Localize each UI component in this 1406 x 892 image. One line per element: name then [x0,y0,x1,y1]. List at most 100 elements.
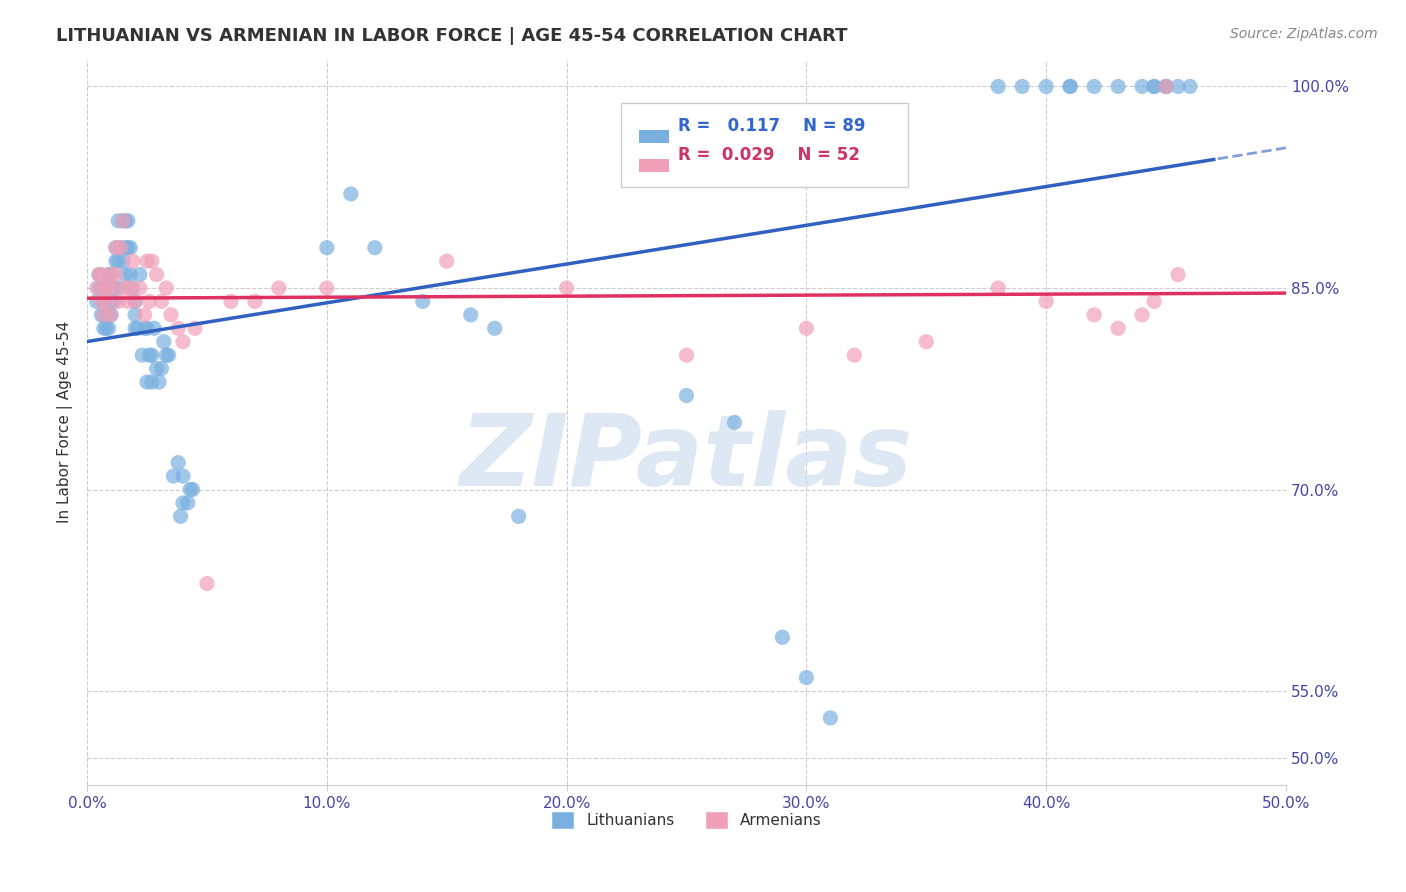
Armenians [141,254,163,268]
Lithuanians [460,308,482,322]
Armenians [103,281,125,295]
Armenians [555,281,578,295]
Armenians [117,294,139,309]
Text: Source: ZipAtlas.com: Source: ZipAtlas.com [1230,27,1378,41]
Lithuanians [157,348,180,362]
Armenians [1154,79,1177,94]
Lithuanians [100,268,122,282]
Lithuanians [104,254,127,268]
Lithuanians [131,348,153,362]
Lithuanians [796,671,818,685]
Lithuanians [107,254,129,268]
Lithuanians [127,321,149,335]
Lithuanians [1167,79,1189,94]
Lithuanians [1154,79,1177,94]
Armenians [1167,268,1189,282]
Lithuanians [107,281,129,295]
FancyBboxPatch shape [638,130,668,143]
Lithuanians [1130,79,1153,94]
Lithuanians [181,483,204,497]
Armenians [219,294,242,309]
Armenians [100,268,122,282]
Armenians [128,281,150,295]
Lithuanians [114,268,136,282]
Lithuanians [110,241,132,255]
Armenians [243,294,266,309]
Armenians [1143,294,1166,309]
Lithuanians [97,308,120,322]
Lithuanians [112,254,135,268]
Armenians [145,268,167,282]
Lithuanians [148,375,170,389]
Lithuanians [86,294,108,309]
Lithuanians [820,711,842,725]
Lithuanians [96,321,118,335]
Lithuanians [100,294,122,309]
Lithuanians [1011,79,1033,94]
Lithuanians [103,294,125,309]
Text: R =  0.029    N = 52: R = 0.029 N = 52 [678,146,860,164]
Lithuanians [93,308,115,322]
Lithuanians [87,281,110,295]
Lithuanians [172,496,194,510]
Lithuanians [145,361,167,376]
Lithuanians [723,415,745,429]
Armenians [436,254,458,268]
Lithuanians [1143,79,1166,94]
Armenians [112,214,135,228]
Text: R =   0.117    N = 89: R = 0.117 N = 89 [678,118,866,136]
Lithuanians [120,241,142,255]
Lithuanians [120,268,142,282]
FancyBboxPatch shape [620,103,908,186]
Lithuanians [1035,79,1057,94]
Lithuanians [112,214,135,228]
Lithuanians [97,321,120,335]
Lithuanians [169,509,191,524]
Armenians [121,254,143,268]
Armenians [136,254,159,268]
Lithuanians [177,496,200,510]
Armenians [1083,308,1105,322]
Armenians [107,294,129,309]
Lithuanians [136,321,159,335]
Armenians [844,348,866,362]
Armenians [87,268,110,282]
Lithuanians [103,281,125,295]
Lithuanians [172,469,194,483]
Armenians [150,294,173,309]
Armenians [172,334,194,349]
Lithuanians [152,334,174,349]
Lithuanians [1083,79,1105,94]
Armenians [93,308,115,322]
Lithuanians [100,308,122,322]
Armenians [915,334,938,349]
Armenians [134,308,156,322]
Armenians [184,321,207,335]
Lithuanians [96,281,118,295]
Lithuanians [179,483,201,497]
Lithuanians [90,308,112,322]
Lithuanians [117,241,139,255]
Armenians [120,281,142,295]
Lithuanians [1154,79,1177,94]
Armenians [124,294,146,309]
Armenians [160,308,183,322]
Armenians [267,281,290,295]
Armenians [1035,294,1057,309]
Armenians [97,281,120,295]
Armenians [90,268,112,282]
Armenians [167,321,190,335]
Armenians [155,281,177,295]
Lithuanians [1059,79,1081,94]
Lithuanians [97,268,120,282]
Lithuanians [138,348,160,362]
Lithuanians [134,321,156,335]
Armenians [315,281,337,295]
Lithuanians [412,294,434,309]
Armenians [104,268,127,282]
Lithuanians [143,321,166,335]
Lithuanians [121,281,143,295]
Lithuanians [484,321,506,335]
Lithuanians [124,308,146,322]
Lithuanians [124,294,146,309]
